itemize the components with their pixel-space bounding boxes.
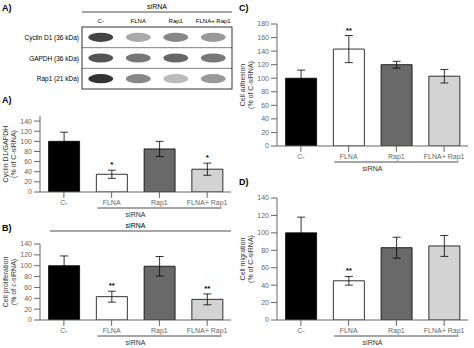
svg-text:B): B) [8, 223, 12, 233]
svg-text:60: 60 [261, 264, 269, 271]
svg-text:(% of c-siRNA): (% of c-siRNA) [10, 259, 18, 305]
svg-text:D): D) [239, 177, 249, 187]
svg-text:120: 120 [20, 251, 32, 258]
svg-text:20: 20 [24, 178, 32, 185]
svg-text:siRNA: siRNA [363, 339, 383, 346]
svg-text:0: 0 [265, 316, 269, 323]
svg-text:100: 100 [20, 262, 32, 269]
svg-text:FLNA: FLNA [131, 18, 146, 24]
svg-text:Cell adhesion: Cell adhesion [239, 64, 246, 107]
svg-text:Rap1: Rap1 [151, 199, 168, 207]
svg-text:0: 0 [265, 142, 269, 149]
svg-text:siRNA: siRNA [363, 165, 383, 172]
svg-text:**: ** [204, 284, 211, 293]
svg-text:Rap1 (21 kDa): Rap1 (21 kDa) [37, 75, 79, 83]
svg-text:20: 20 [261, 299, 269, 306]
svg-text:*: * [206, 153, 210, 162]
svg-text:Rap1: Rap1 [169, 18, 184, 24]
svg-text:Rap1: Rap1 [151, 327, 168, 335]
svg-text:40: 40 [261, 282, 269, 289]
svg-text:120: 120 [20, 128, 32, 135]
svg-text:FLNA: FLNA [103, 327, 121, 334]
svg-text:C-: C- [60, 199, 68, 206]
svg-text:(% of C-siRNA): (% of C-siRNA) [247, 235, 255, 283]
svg-text:C-: C- [297, 153, 305, 160]
svg-text:20: 20 [24, 306, 32, 313]
svg-text:A): A) [8, 95, 12, 105]
svg-text:140: 140 [20, 118, 32, 125]
svg-text:60: 60 [261, 102, 269, 109]
svg-text:100: 100 [257, 75, 269, 82]
svg-text:140: 140 [257, 194, 269, 201]
svg-text:siRNA: siRNA [126, 211, 146, 218]
svg-text:Cell migration: Cell migration [239, 237, 247, 280]
svg-text:FLNA+ Rap1: FLNA+ Rap1 [196, 18, 232, 24]
svg-text:60: 60 [24, 284, 32, 291]
svg-text:80: 80 [24, 273, 32, 280]
svg-text:FLNA: FLNA [340, 327, 358, 334]
svg-text:180: 180 [257, 20, 269, 27]
svg-text:FLNA+ Rap1: FLNA+ Rap1 [424, 327, 465, 335]
svg-text:140: 140 [20, 240, 32, 247]
svg-text:80: 80 [261, 88, 269, 95]
svg-text:C): C) [239, 3, 249, 13]
svg-text:60: 60 [24, 158, 32, 165]
svg-text:FLNA+ Rap1: FLNA+ Rap1 [424, 153, 465, 161]
svg-text:C-: C- [98, 18, 104, 24]
svg-text:siRNA: siRNA [147, 3, 167, 10]
svg-text:40: 40 [261, 115, 269, 122]
svg-text:20: 20 [261, 129, 269, 136]
svg-text:120: 120 [257, 212, 269, 219]
svg-text:80: 80 [261, 247, 269, 254]
svg-text:100: 100 [257, 229, 269, 236]
svg-text:C-: C- [297, 327, 305, 334]
svg-text:140: 140 [257, 48, 269, 55]
svg-text:**: ** [346, 26, 353, 35]
svg-text:80: 80 [24, 148, 32, 155]
svg-text:FLNA+ Rap1: FLNA+ Rap1 [187, 199, 228, 207]
svg-text:0: 0 [28, 188, 32, 195]
svg-text:FLNA: FLNA [103, 199, 121, 206]
svg-text:Cyclin D1 (36 kDa): Cyclin D1 (36 kDa) [24, 34, 79, 42]
svg-text:Rap1: Rap1 [388, 153, 405, 161]
svg-text:(% of C-siRNA): (% of C-siRNA) [247, 61, 255, 109]
svg-text:**: ** [109, 281, 116, 290]
svg-text:siRNA: siRNA [126, 222, 146, 229]
svg-text:*: * [110, 160, 114, 169]
svg-text:siRNA: siRNA [126, 339, 146, 346]
svg-text:0: 0 [28, 316, 32, 323]
svg-text:100: 100 [20, 138, 32, 145]
svg-text:(% of C-siRNA): (% of C-siRNA) [10, 130, 18, 178]
svg-text:120: 120 [257, 61, 269, 68]
svg-text:40: 40 [24, 168, 32, 175]
svg-text:C-: C- [60, 327, 68, 334]
svg-text:FLNA+ Rap1: FLNA+ Rap1 [187, 327, 228, 335]
svg-text:Rap1: Rap1 [388, 327, 405, 335]
svg-text:A): A) [8, 3, 12, 13]
svg-text:160: 160 [257, 34, 269, 41]
svg-text:40: 40 [24, 295, 32, 302]
svg-text:GAPDH (36 kDa): GAPDH (36 kDa) [29, 55, 79, 63]
svg-text:FLNA: FLNA [340, 153, 358, 160]
svg-text:**: ** [346, 266, 353, 275]
